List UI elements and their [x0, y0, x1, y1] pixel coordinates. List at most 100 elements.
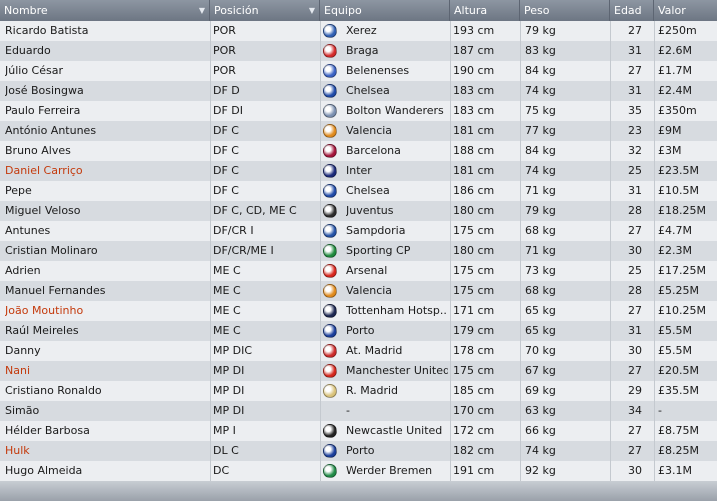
- player-name[interactable]: Daniel Carriço: [5, 164, 83, 177]
- player-name[interactable]: Manuel Fernandes: [5, 284, 106, 297]
- column-divider: [450, 21, 451, 481]
- player-club[interactable]: Tottenham Hotsp..: [346, 304, 447, 317]
- player-club[interactable]: Chelsea: [346, 84, 390, 97]
- player-club[interactable]: Sporting CP: [346, 244, 411, 257]
- player-name[interactable]: Bruno Alves: [5, 144, 71, 157]
- player-age: 27: [628, 444, 642, 457]
- player-height: 175 cm: [453, 224, 495, 237]
- player-name[interactable]: Júlio César: [5, 64, 63, 77]
- table-row[interactable]: Antunes DF/CR I Sampdoria 175 cm 68 kg 27 £4.7…: [0, 221, 717, 241]
- table-row[interactable]: Hulk DL C Porto 182 cm 74 kg 27 £8.25M: [0, 441, 717, 461]
- player-club[interactable]: Werder Bremen: [346, 464, 433, 477]
- player-club[interactable]: R. Madrid: [346, 384, 399, 397]
- arsenal-crest-icon: [323, 264, 337, 278]
- player-club[interactable]: Barcelona: [346, 144, 401, 157]
- player-club[interactable]: Newcastle United: [346, 424, 443, 437]
- player-club[interactable]: Braga: [346, 44, 379, 57]
- table-row[interactable]: Cristian Molinaro DF/CR/ME I Sporting CP 18…: [0, 241, 717, 261]
- table-row[interactable]: Bruno Alves DF C Barcelona 188 cm 84 kg 32 £3M: [0, 141, 717, 161]
- player-name[interactable]: Raúl Meireles: [5, 324, 79, 337]
- player-club[interactable]: Xerez: [346, 24, 377, 37]
- player-name[interactable]: José Bosingwa: [5, 84, 84, 97]
- column-divider: [610, 21, 611, 481]
- table-row[interactable]: Hugo Almeida DC Werder Bremen 191 cm 92 kg 30…: [0, 461, 717, 481]
- player-name[interactable]: Ricardo Batista: [5, 24, 89, 37]
- player-name[interactable]: Antunes: [5, 224, 51, 237]
- player-club[interactable]: Valencia: [346, 124, 393, 137]
- column-header-nombre[interactable]: Nombre ▼: [0, 0, 210, 21]
- player-club[interactable]: Arsenal: [346, 264, 388, 277]
- player-height: 182 cm: [453, 444, 495, 457]
- table-row[interactable]: Paulo Ferreira DF DI Bolton Wanderers 183 c…: [0, 101, 717, 121]
- table-row[interactable]: Manuel Fernandes ME C Valencia 175 cm 68 kg 2…: [0, 281, 717, 301]
- player-name[interactable]: Hulk: [5, 444, 30, 457]
- player-club[interactable]: Manchester United: [346, 364, 448, 377]
- player-name[interactable]: Eduardo: [5, 44, 51, 57]
- player-name[interactable]: Nani: [5, 364, 30, 377]
- player-name[interactable]: Pepe: [5, 184, 32, 197]
- player-name[interactable]: João Moutinho: [5, 304, 84, 317]
- player-club[interactable]: Porto: [346, 324, 375, 337]
- table-row[interactable]: Miguel Veloso DF C, CD, ME C Juventus 180 c…: [0, 201, 717, 221]
- table-row[interactable]: Nani MP DI Manchester United 175 cm 67 kg 27 £…: [0, 361, 717, 381]
- player-value: £3.1M: [658, 464, 692, 477]
- table-row[interactable]: Hélder Barbosa MP I Newcastle United 172 cm…: [0, 421, 717, 441]
- table-row[interactable]: Simão MP DI - 170 cm 63 kg 34 -: [0, 401, 717, 421]
- player-value: £23.5M: [658, 164, 699, 177]
- column-header-posicion[interactable]: Posición ▼: [210, 0, 320, 21]
- table-row[interactable]: Adrien ME C Arsenal 175 cm 73 kg 25 £17.25M: [0, 261, 717, 281]
- table-row[interactable]: Raúl Meireles ME C Porto 179 cm 65 kg 31 £5.5M: [0, 321, 717, 341]
- player-age: 30: [628, 464, 642, 477]
- player-club[interactable]: -: [346, 404, 350, 417]
- player-age: 32: [628, 144, 642, 157]
- player-name[interactable]: Paulo Ferreira: [5, 104, 81, 117]
- player-club[interactable]: Sampdoria: [346, 224, 406, 237]
- table-row[interactable]: Pepe DF C Chelsea 186 cm 71 kg 31 £10.5M: [0, 181, 717, 201]
- player-club[interactable]: At. Madrid: [346, 344, 403, 357]
- porto-crest-icon: [323, 444, 337, 458]
- column-header-posicion-label: Posición: [214, 4, 259, 17]
- player-name[interactable]: Simão: [5, 404, 40, 417]
- player-name[interactable]: Cristiano Ronaldo: [5, 384, 102, 397]
- player-name[interactable]: Danny: [5, 344, 41, 357]
- player-height: 190 cm: [453, 64, 495, 77]
- player-name[interactable]: António Antunes: [5, 124, 97, 137]
- table-row[interactable]: Daniel Carriço DF C Inter 181 cm 74 kg 25 £23.…: [0, 161, 717, 181]
- player-club[interactable]: Valencia: [346, 284, 393, 297]
- table-row[interactable]: Júlio César POR Belenenses 190 cm 84 kg 27 £1.…: [0, 61, 717, 81]
- table-row[interactable]: Cristiano Ronaldo MP DI R. Madrid 185 cm 69 …: [0, 381, 717, 401]
- player-weight: 83 kg: [525, 44, 556, 57]
- column-header-edad[interactable]: Edad: [610, 0, 654, 21]
- player-club[interactable]: Porto: [346, 444, 375, 457]
- player-name[interactable]: Cristian Molinaro: [5, 244, 98, 257]
- club-badge-cell: [323, 281, 343, 301]
- table-row[interactable]: João Moutinho ME C Tottenham Hotsp.. 171 cm…: [0, 301, 717, 321]
- column-header-valor[interactable]: Valor: [654, 0, 717, 21]
- table-row[interactable]: José Bosingwa DF D Chelsea 183 cm 74 kg 31 £2.…: [0, 81, 717, 101]
- player-value: £10.5M: [658, 184, 699, 197]
- player-height: 181 cm: [453, 164, 495, 177]
- player-club[interactable]: Juventus: [346, 204, 394, 217]
- player-height: 170 cm: [453, 404, 495, 417]
- column-header-altura[interactable]: Altura: [450, 0, 520, 21]
- player-club[interactable]: Bolton Wanderers: [346, 104, 444, 117]
- player-name[interactable]: Hélder Barbosa: [5, 424, 90, 437]
- table-footer-bar: [0, 481, 717, 501]
- table-row[interactable]: Ricardo Batista POR Xerez 193 cm 79 kg 27 £250…: [0, 21, 717, 41]
- column-header-equipo[interactable]: Equipo: [320, 0, 450, 21]
- player-name[interactable]: Hugo Almeida: [5, 464, 83, 477]
- column-header-peso[interactable]: Peso: [520, 0, 610, 21]
- club-badge-cell: [323, 201, 343, 221]
- player-name[interactable]: Adrien: [5, 264, 41, 277]
- player-position: ME C: [213, 264, 241, 277]
- player-club[interactable]: Belenenses: [346, 64, 410, 77]
- player-club[interactable]: Chelsea: [346, 184, 390, 197]
- player-club[interactable]: Inter: [346, 164, 372, 177]
- player-value: -: [658, 404, 662, 417]
- player-height: 188 cm: [453, 144, 495, 157]
- table-row[interactable]: António Antunes DF C Valencia 181 cm 77 kg 23…: [0, 121, 717, 141]
- player-weight: 84 kg: [525, 144, 556, 157]
- table-row[interactable]: Eduardo POR Braga 187 cm 83 kg 31 £2.6M: [0, 41, 717, 61]
- player-name[interactable]: Miguel Veloso: [5, 204, 81, 217]
- table-row[interactable]: Danny MP DIC At. Madrid 178 cm 70 kg 30 £5.5M: [0, 341, 717, 361]
